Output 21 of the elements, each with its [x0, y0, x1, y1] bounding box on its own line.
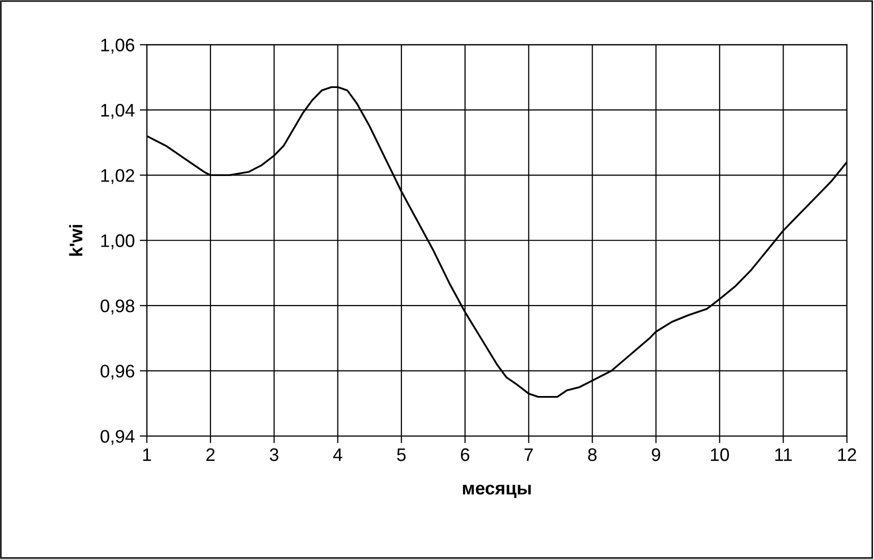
x-tick-label: 1 [143, 448, 151, 461]
x-tick-label: 3 [270, 448, 278, 462]
y-tick-label: 1,04 [101, 104, 134, 119]
x-tick-label: 11 [775, 448, 792, 461]
y-tick-label: 0,94 [100, 430, 134, 445]
y-axis-title: k'wi [69, 224, 82, 256]
x-tick-label: 6 [460, 448, 470, 462]
x-tick-label: 10 [710, 448, 729, 462]
y-tick-label: 0,96 [100, 364, 134, 380]
x-tick-label: 2 [206, 448, 215, 461]
x-tick-label: 4 [333, 448, 342, 461]
x-tick-label: 9 [652, 448, 660, 462]
x-tick-label: 5 [397, 448, 406, 462]
y-tick-label: 1,06 [101, 38, 134, 54]
x-axis-title: месяцы [463, 484, 531, 498]
y-tick-label: 0,98 [100, 300, 134, 314]
x-tick-label: 12 [838, 448, 856, 461]
x-tick-label: 7 [524, 448, 533, 461]
x-tick-label: 8 [588, 448, 597, 462]
y-tick-label: 1,00 [101, 234, 134, 250]
y-tick-label: 1,02 [101, 169, 134, 184]
